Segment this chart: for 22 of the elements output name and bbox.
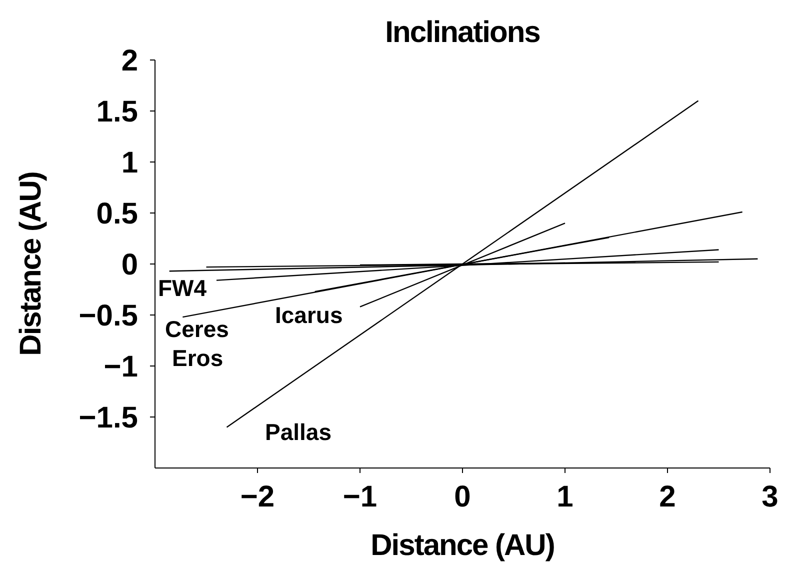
y-tick-label: −0.5: [78, 300, 138, 333]
x-tick-label: −2: [240, 480, 275, 514]
annotation: Eros: [172, 345, 224, 371]
y-axis-title: Distance (AU): [14, 172, 48, 356]
y-tick-label: −1: [104, 350, 138, 384]
y-tick-label: 2: [121, 44, 138, 78]
y-tick-label: −1.5: [78, 402, 138, 435]
annotation: Icarus: [275, 302, 343, 328]
y-tick-label: 1.5: [96, 96, 138, 129]
x-tick-label: 0: [454, 480, 471, 514]
annotation: FW4: [158, 275, 207, 301]
y-tick-label: 0: [121, 248, 138, 282]
x-tick-label: 2: [659, 480, 676, 514]
y-tick-label: 1: [121, 146, 138, 180]
chart-title: Inclinations: [384, 16, 541, 50]
x-tick-label: 1: [556, 480, 574, 514]
x-axis-title: Distance (AU): [370, 529, 554, 562]
annotation: Ceres: [165, 316, 229, 342]
x-tick-label: 3: [762, 480, 778, 514]
x-tick-label: −1: [342, 480, 378, 514]
annotation: Pallas: [265, 419, 332, 445]
y-tick-label: 0.5: [96, 198, 138, 231]
